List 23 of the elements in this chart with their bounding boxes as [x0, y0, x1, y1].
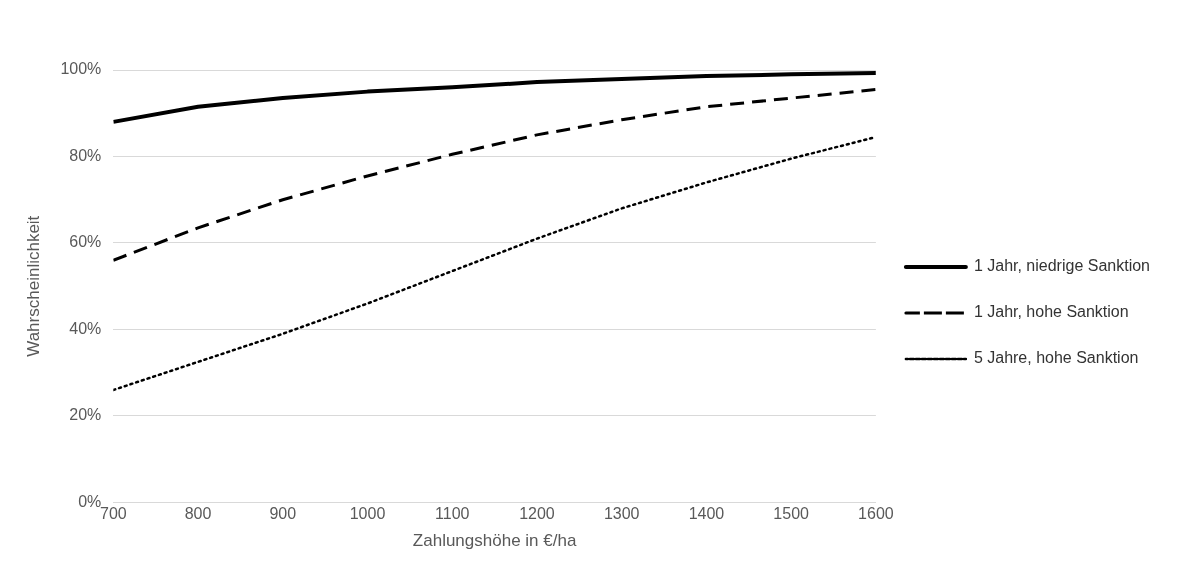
x-axis-title: Zahlungshöhe in €/ha [412, 531, 577, 551]
legend-label: 1 Jahr, niedrige Sanktion [973, 257, 1151, 275]
line-series [113, 135, 876, 392]
x-tick-label: 800 [184, 505, 212, 523]
x-tick-label: 1600 [858, 505, 894, 523]
y-tick-label: 60% [69, 233, 102, 251]
y-tick-label: 100% [60, 60, 102, 78]
y-tick-label: 0% [78, 492, 102, 510]
y-tick-label: 40% [69, 319, 102, 337]
line-series [113, 87, 876, 262]
x-tick-label: 1100 [435, 505, 470, 523]
x-tick-label: 1500 [773, 505, 810, 523]
y-tick-label: 20% [69, 406, 102, 424]
x-tick-label: 700 [99, 505, 127, 523]
y-axis-title: Wahrscheinlichkeit [23, 215, 43, 357]
x-tick-label: 1400 [688, 505, 725, 523]
x-tick-label: 1300 [603, 505, 640, 523]
legend-label: 1 Jahr, hohe Sanktion [973, 303, 1129, 321]
x-tick-label: 900 [269, 505, 297, 523]
y-tick-label: 80% [69, 146, 102, 164]
legend-label: 5 Jahre, hohe Sanktion [973, 349, 1139, 367]
x-tick-label: 1000 [349, 505, 386, 523]
x-tick-label: 1200 [519, 505, 555, 523]
